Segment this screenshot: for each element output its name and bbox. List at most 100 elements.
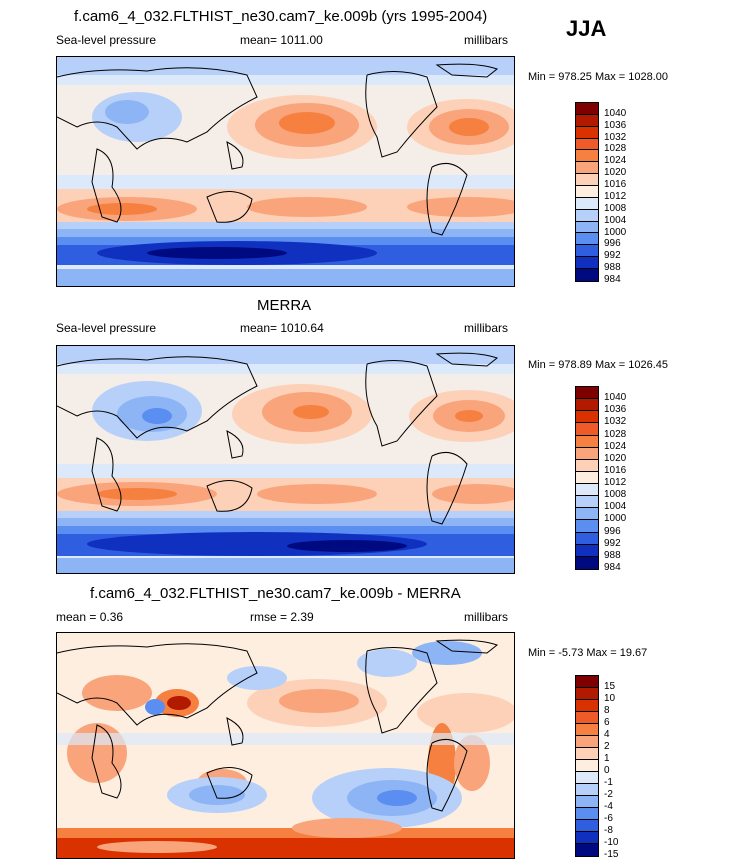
colorbar-tick-label: 984 xyxy=(604,562,621,573)
colorbar-tick-label: 8 xyxy=(604,705,610,716)
panel2-mean-label: mean= 1010.64 xyxy=(240,321,324,335)
colorbar-tick-label: -10 xyxy=(604,837,619,848)
panel1-units-label: millibars xyxy=(464,33,509,47)
panel3-units-label: millibars xyxy=(464,610,509,624)
colorbar-swatch xyxy=(576,544,598,557)
colorbar-swatch xyxy=(576,760,598,772)
colorbar-swatch xyxy=(576,114,598,127)
colorbar-tick-label: 0 xyxy=(604,765,610,776)
colorbar-tick-label: 988 xyxy=(604,262,621,274)
panel1-variable-label: Sea-level pressure xyxy=(56,33,157,47)
colorbar-tick-label: 1032 xyxy=(604,416,627,428)
colorbar-tick-label: 1004 xyxy=(604,214,627,226)
colorbar-tick-label: 1008 xyxy=(604,489,627,501)
panel3-rmse-label: rmse = 2.39 xyxy=(250,610,314,624)
colorbar-swatch xyxy=(576,784,598,796)
colorbar-tick-label: 1 xyxy=(604,753,610,764)
colorbar-tick-label: 1040 xyxy=(604,107,627,119)
panel1-map xyxy=(56,56,515,287)
panel1-mean-label: mean= 1011.00 xyxy=(240,33,323,47)
colorbar-tick-label: 1036 xyxy=(604,404,627,416)
colorbar-swatch xyxy=(576,471,598,484)
panel2-units-label: millibars xyxy=(464,321,509,335)
colorbar-swatch xyxy=(576,832,598,844)
colorbar-swatch xyxy=(576,233,598,246)
colorbar-swatch xyxy=(576,150,598,163)
colorbar-tick-label: 1000 xyxy=(604,513,627,525)
colorbar-tick-label: 996 xyxy=(604,238,621,250)
panel3-colorbar xyxy=(575,675,599,857)
colorbar-swatch xyxy=(576,162,598,175)
colorbar-tick-label: -15 xyxy=(604,849,619,860)
colorbar-swatch xyxy=(576,411,598,424)
colorbar-tick-label: 1024 xyxy=(604,155,627,167)
colorbar-tick-label: 4 xyxy=(604,729,610,740)
panel3-mean-label: mean = 0.36 xyxy=(56,610,124,624)
colorbar-swatch xyxy=(576,209,598,222)
colorbar-tick-label: 996 xyxy=(604,525,621,537)
panel1-minmax: Min = 978.25 Max = 1028.00 xyxy=(528,71,669,83)
panel2-map xyxy=(56,345,515,574)
colorbar-swatch xyxy=(576,736,598,748)
colorbar-swatch xyxy=(576,520,598,533)
panel2-colorbar xyxy=(575,386,599,570)
colorbar-tick-label: -1 xyxy=(604,777,613,788)
colorbar-swatch xyxy=(576,724,598,736)
colorbar-tick-label: 15 xyxy=(604,681,616,692)
season-label: JJA xyxy=(566,16,607,41)
colorbar-swatch xyxy=(576,508,598,521)
colorbar-swatch xyxy=(576,556,598,569)
colorbar-tick-label: 1016 xyxy=(604,464,627,476)
colorbar-tick-label: 1016 xyxy=(604,179,627,191)
colorbar-swatch xyxy=(576,257,598,270)
colorbar-tick-label: 1028 xyxy=(604,428,627,440)
colorbar-swatch xyxy=(576,138,598,151)
colorbar-swatch xyxy=(576,269,598,281)
panel3-map xyxy=(56,632,515,859)
colorbar-tick-label: 992 xyxy=(604,250,621,262)
colorbar-tick-label: 1020 xyxy=(604,452,627,464)
colorbar-tick-label: 1040 xyxy=(604,392,627,404)
colorbar-tick-label: 1012 xyxy=(604,477,627,489)
colorbar-swatch xyxy=(576,688,598,700)
colorbar-tick-label: -8 xyxy=(604,825,613,836)
colorbar-swatch xyxy=(576,844,598,856)
colorbar-swatch xyxy=(576,496,598,509)
colorbar-swatch xyxy=(576,245,598,258)
colorbar-swatch xyxy=(576,435,598,448)
colorbar-swatch xyxy=(576,459,598,472)
colorbar-swatch xyxy=(576,808,598,820)
panel2-variable-label: Sea-level pressure xyxy=(56,321,157,335)
colorbar-tick-label: 992 xyxy=(604,537,621,549)
colorbar-swatch xyxy=(576,197,598,210)
colorbar-swatch xyxy=(576,700,598,712)
colorbar-tick-label: 2 xyxy=(604,741,610,752)
colorbar-tick-label: -6 xyxy=(604,813,613,824)
colorbar-tick-label: 1028 xyxy=(604,143,627,155)
colorbar-swatch xyxy=(576,796,598,808)
panel2-title: MERRA xyxy=(257,297,312,314)
panel1-colorbar xyxy=(575,102,599,282)
colorbar-swatch xyxy=(576,221,598,234)
colorbar-swatch xyxy=(576,186,598,198)
colorbar-swatch xyxy=(576,447,598,460)
colorbar-tick-label: 1020 xyxy=(604,167,627,179)
colorbar-tick-label: 1008 xyxy=(604,202,627,214)
colorbar-tick-label: 1032 xyxy=(604,131,627,143)
colorbar-swatch xyxy=(576,748,598,760)
colorbar-tick-label: 1004 xyxy=(604,501,627,513)
colorbar-tick-label: 1024 xyxy=(604,440,627,452)
colorbar-swatch xyxy=(576,423,598,436)
colorbar-swatch xyxy=(576,103,598,115)
colorbar-swatch xyxy=(576,676,598,688)
colorbar-tick-label: 10 xyxy=(604,693,616,704)
colorbar-swatch xyxy=(576,712,598,724)
colorbar-swatch xyxy=(576,387,598,400)
colorbar-swatch xyxy=(576,484,598,497)
colorbar-tick-label: 6 xyxy=(604,717,610,728)
colorbar-swatch xyxy=(576,532,598,545)
colorbar-tick-label: -4 xyxy=(604,801,613,812)
colorbar-swatch xyxy=(576,174,598,187)
panel3-title: f.cam6_4_032.FLTHIST_ne30.cam7_ke.009b -… xyxy=(90,585,461,602)
colorbar-tick-label: -2 xyxy=(604,789,613,800)
